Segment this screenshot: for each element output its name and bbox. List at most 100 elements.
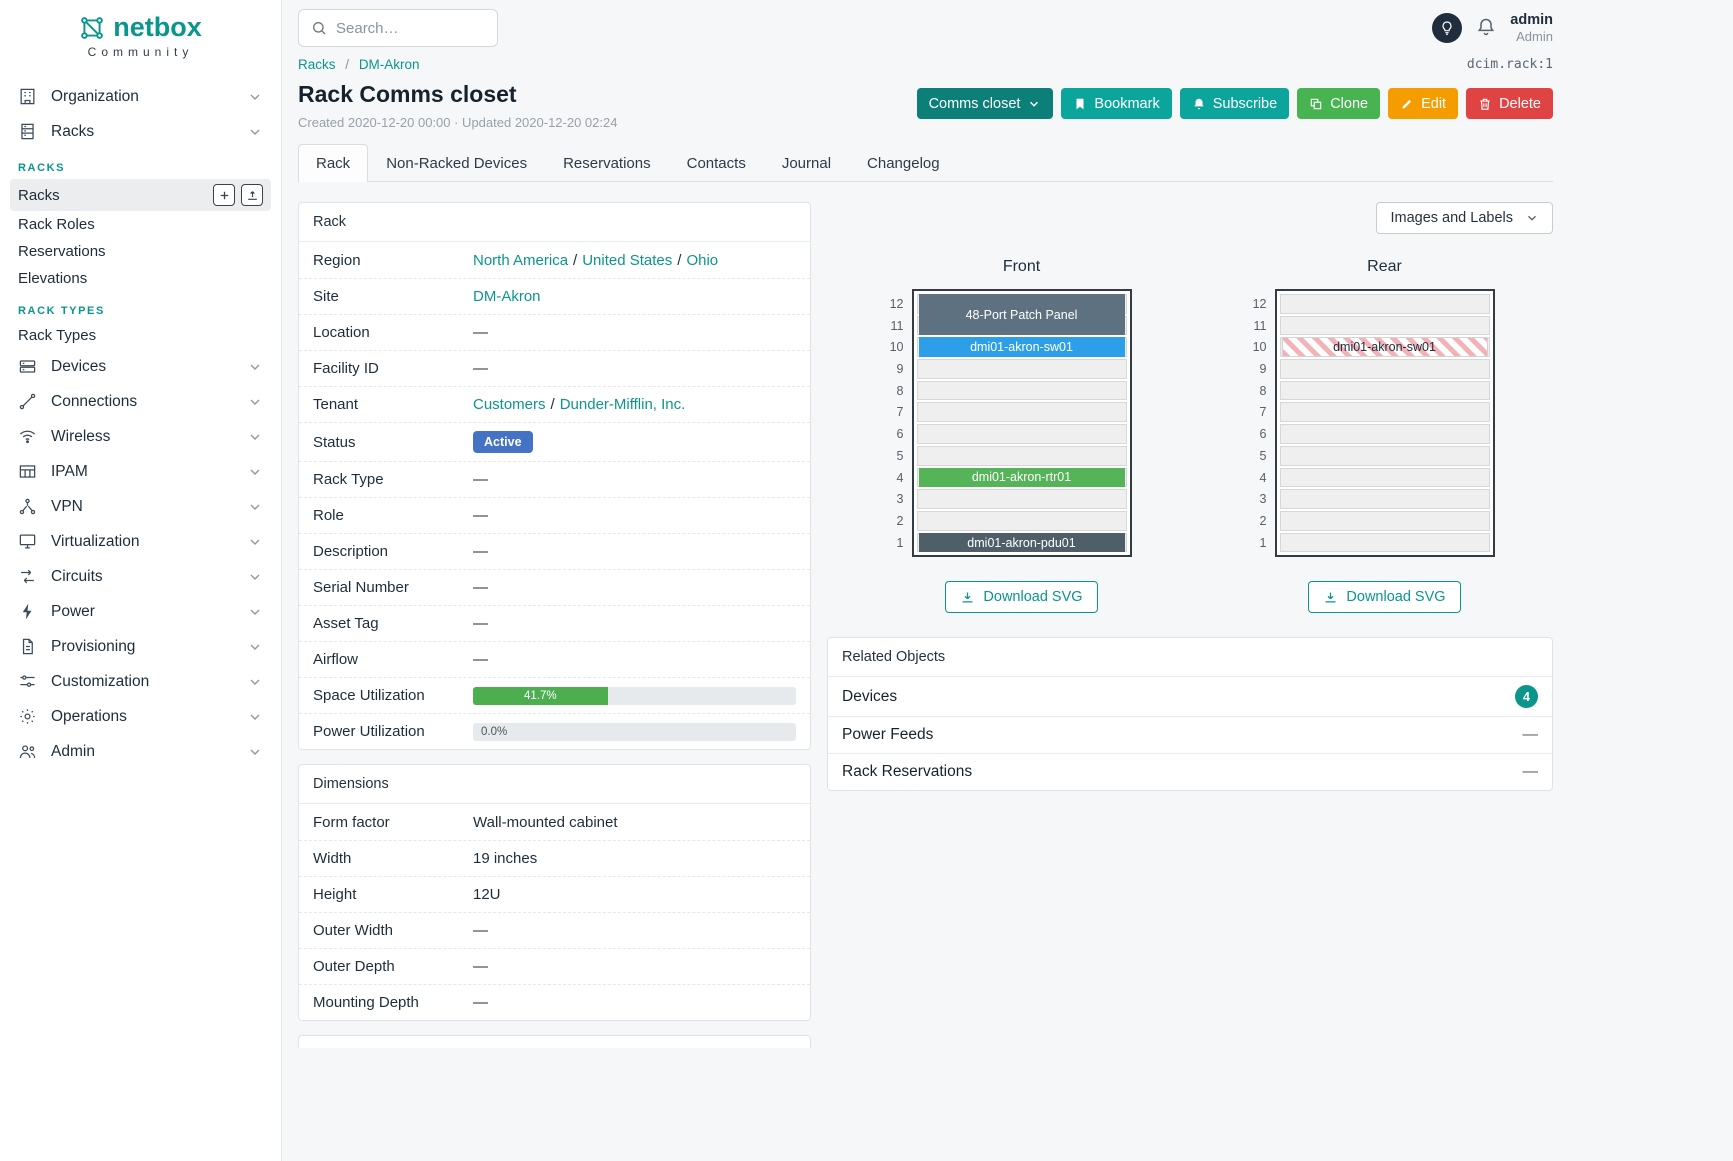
related-row-power-feeds[interactable]: Power Feeds — bbox=[828, 716, 1552, 753]
download-icon bbox=[1325, 592, 1336, 603]
breadcrumb-link-racks[interactable]: Racks bbox=[298, 57, 336, 72]
empty-rack-unit[interactable] bbox=[916, 424, 1127, 444]
unit-numbers: 12 11 10 9 8 7 6 5 4 3 2 1 bbox=[1249, 289, 1275, 557]
empty-rack-unit[interactable] bbox=[1279, 424, 1490, 444]
download-svg-front-button[interactable]: Download SVG bbox=[945, 581, 1098, 614]
bell-icon bbox=[1478, 18, 1495, 35]
clone-button[interactable]: Clone bbox=[1297, 88, 1381, 119]
dimensions-card-title: Dimensions bbox=[299, 765, 810, 804]
delete-button[interactable]: Delete bbox=[1466, 88, 1553, 119]
tab-contacts[interactable]: Contacts bbox=[686, 155, 746, 172]
sidebar-item-rack-types[interactable]: Rack Types bbox=[10, 322, 271, 349]
empty-rack-unit[interactable] bbox=[1279, 467, 1490, 488]
empty-rack-unit[interactable] bbox=[1279, 489, 1490, 509]
tab-rack[interactable]: Rack bbox=[298, 144, 369, 182]
empty-rack-unit[interactable] bbox=[1279, 294, 1490, 314]
notifications-button[interactable] bbox=[1476, 17, 1496, 40]
attr-row-power-utilization: Power Utilization 0.0% bbox=[299, 713, 810, 749]
empty-rack-unit[interactable] bbox=[1279, 315, 1490, 336]
breadcrumb-link-site[interactable]: DM-Akron bbox=[358, 57, 420, 72]
left-column: Rack Region North America / United State… bbox=[298, 202, 811, 1048]
empty-rack-unit[interactable] bbox=[916, 402, 1127, 423]
empty-rack-unit[interactable] bbox=[1279, 402, 1490, 423]
import-racks-button[interactable] bbox=[241, 184, 263, 206]
sidebar-item-racks[interactable]: Racks bbox=[10, 114, 271, 149]
copy-icon bbox=[1310, 98, 1322, 109]
tab-changelog[interactable]: Changelog bbox=[867, 155, 940, 172]
context-dropdown-button[interactable]: Comms closet bbox=[916, 88, 1054, 119]
sidebar-item-customization[interactable]: Customization bbox=[10, 664, 271, 699]
rack-device[interactable]: 48-Port Patch Panel bbox=[918, 294, 1125, 336]
edit-button[interactable]: Edit bbox=[1388, 88, 1459, 119]
rack-card: Rack Region North America / United State… bbox=[298, 202, 811, 750]
sidebar-item-admin[interactable]: Admin bbox=[10, 734, 271, 769]
unit-number: 9 bbox=[1259, 362, 1267, 377]
region-link[interactable]: Ohio bbox=[686, 251, 719, 269]
theme-toggle-button[interactable] bbox=[1432, 13, 1463, 43]
bookmark-button[interactable]: Bookmark bbox=[1061, 88, 1172, 119]
empty-rack-unit[interactable] bbox=[1279, 445, 1490, 466]
empty-rack-unit[interactable] bbox=[916, 380, 1127, 401]
sidebar-item-vpn[interactable]: VPN bbox=[10, 489, 271, 524]
tab-non-racked-devices[interactable]: Non-Racked Devices bbox=[386, 155, 528, 172]
site-link[interactable]: DM-Akron bbox=[473, 288, 541, 305]
empty-rack-unit[interactable] bbox=[916, 359, 1127, 379]
empty-rack-unit[interactable] bbox=[1279, 532, 1490, 553]
tab-reservations[interactable]: Reservations bbox=[563, 155, 651, 172]
page-meta: Created 2020-12-20 00:00 · Updated 2020-… bbox=[298, 115, 618, 130]
object-reference[interactable]: dcim.rack:1 bbox=[1466, 57, 1553, 72]
empty-rack-unit[interactable] bbox=[1279, 510, 1490, 531]
tenant-link[interactable]: Dunder-Mifflin, Inc. bbox=[559, 396, 686, 413]
unit-number: 1 bbox=[896, 535, 904, 550]
rack-device[interactable]: dmi01-akron-sw01 bbox=[918, 337, 1125, 358]
empty-rack-unit[interactable] bbox=[1279, 359, 1490, 379]
rack-device[interactable]: dmi01-akron-rtr01 bbox=[918, 467, 1125, 488]
unit-number: 1 bbox=[1259, 535, 1267, 550]
sidebar-item-organization[interactable]: Organization bbox=[10, 79, 271, 114]
sidebar-item-ipam[interactable]: IPAM bbox=[10, 454, 271, 489]
search-input[interactable] bbox=[336, 19, 485, 37]
sidebar-item-reservations[interactable]: Reservations bbox=[10, 238, 271, 265]
empty-rack-unit[interactable] bbox=[1279, 380, 1490, 401]
netbox-logo[interactable]: netbox Community bbox=[0, 0, 281, 63]
sidebar-item-provisioning[interactable]: Provisioning bbox=[10, 629, 271, 664]
sidebar-item-circuits[interactable]: Circuits bbox=[10, 559, 271, 594]
related-row-rack-reservations[interactable]: Rack Reservations — bbox=[828, 753, 1552, 790]
rack-device[interactable]: dmi01-akron-sw01 bbox=[1281, 337, 1488, 358]
lightbulb-icon bbox=[1442, 21, 1452, 35]
user-menu[interactable]: admin Admin bbox=[1510, 11, 1553, 45]
tenant-group-link[interactable]: Customers bbox=[473, 396, 546, 413]
action-buttons: Comms closet Bookmark Subscribe Clone bbox=[916, 88, 1553, 119]
chevron-down-icon bbox=[250, 434, 260, 440]
sidebar-item-rack-roles[interactable]: Rack Roles bbox=[10, 211, 271, 238]
empty-rack-unit[interactable] bbox=[916, 445, 1127, 466]
related-row-devices[interactable]: Devices 4 bbox=[828, 677, 1552, 716]
sidebar-item-operations[interactable]: Operations bbox=[10, 699, 271, 734]
next-panel-stub bbox=[298, 1035, 811, 1048]
rack-device[interactable]: dmi01-akron-pdu01 bbox=[918, 532, 1125, 553]
images-and-labels-dropdown[interactable]: Images and Labels bbox=[1376, 202, 1553, 234]
sidebar-item-power[interactable]: Power bbox=[10, 594, 271, 629]
tab-journal[interactable]: Journal bbox=[781, 155, 832, 172]
subscribe-button[interactable]: Subscribe bbox=[1179, 88, 1290, 119]
unit-number: 10 bbox=[889, 340, 904, 355]
sidebar-item-connections[interactable]: Connections bbox=[10, 384, 271, 419]
elevation-title-rear: Rear bbox=[1367, 258, 1402, 275]
sidebar-item-virtualization[interactable]: Virtualization bbox=[10, 524, 271, 559]
download-svg-rear-button[interactable]: Download SVG bbox=[1308, 581, 1461, 614]
chevron-down-icon bbox=[1528, 215, 1536, 221]
global-search[interactable] bbox=[298, 9, 498, 47]
region-link[interactable]: United States bbox=[582, 251, 673, 269]
region-link[interactable]: North America bbox=[473, 251, 569, 269]
empty-rack-unit[interactable] bbox=[916, 510, 1127, 531]
brand-tagline: Community bbox=[87, 45, 194, 59]
add-rack-button[interactable] bbox=[213, 184, 235, 206]
empty-rack-unit[interactable] bbox=[916, 489, 1127, 509]
sidebar-item-racks-list[interactable]: Racks bbox=[10, 179, 271, 211]
unit-number: 7 bbox=[1259, 405, 1267, 420]
sidebar-item-wireless[interactable]: Wireless bbox=[10, 419, 271, 454]
sidebar-item-elevations[interactable]: Elevations bbox=[10, 265, 271, 292]
devices-icon bbox=[19, 360, 36, 373]
sidebar-item-devices[interactable]: Devices bbox=[10, 349, 271, 384]
